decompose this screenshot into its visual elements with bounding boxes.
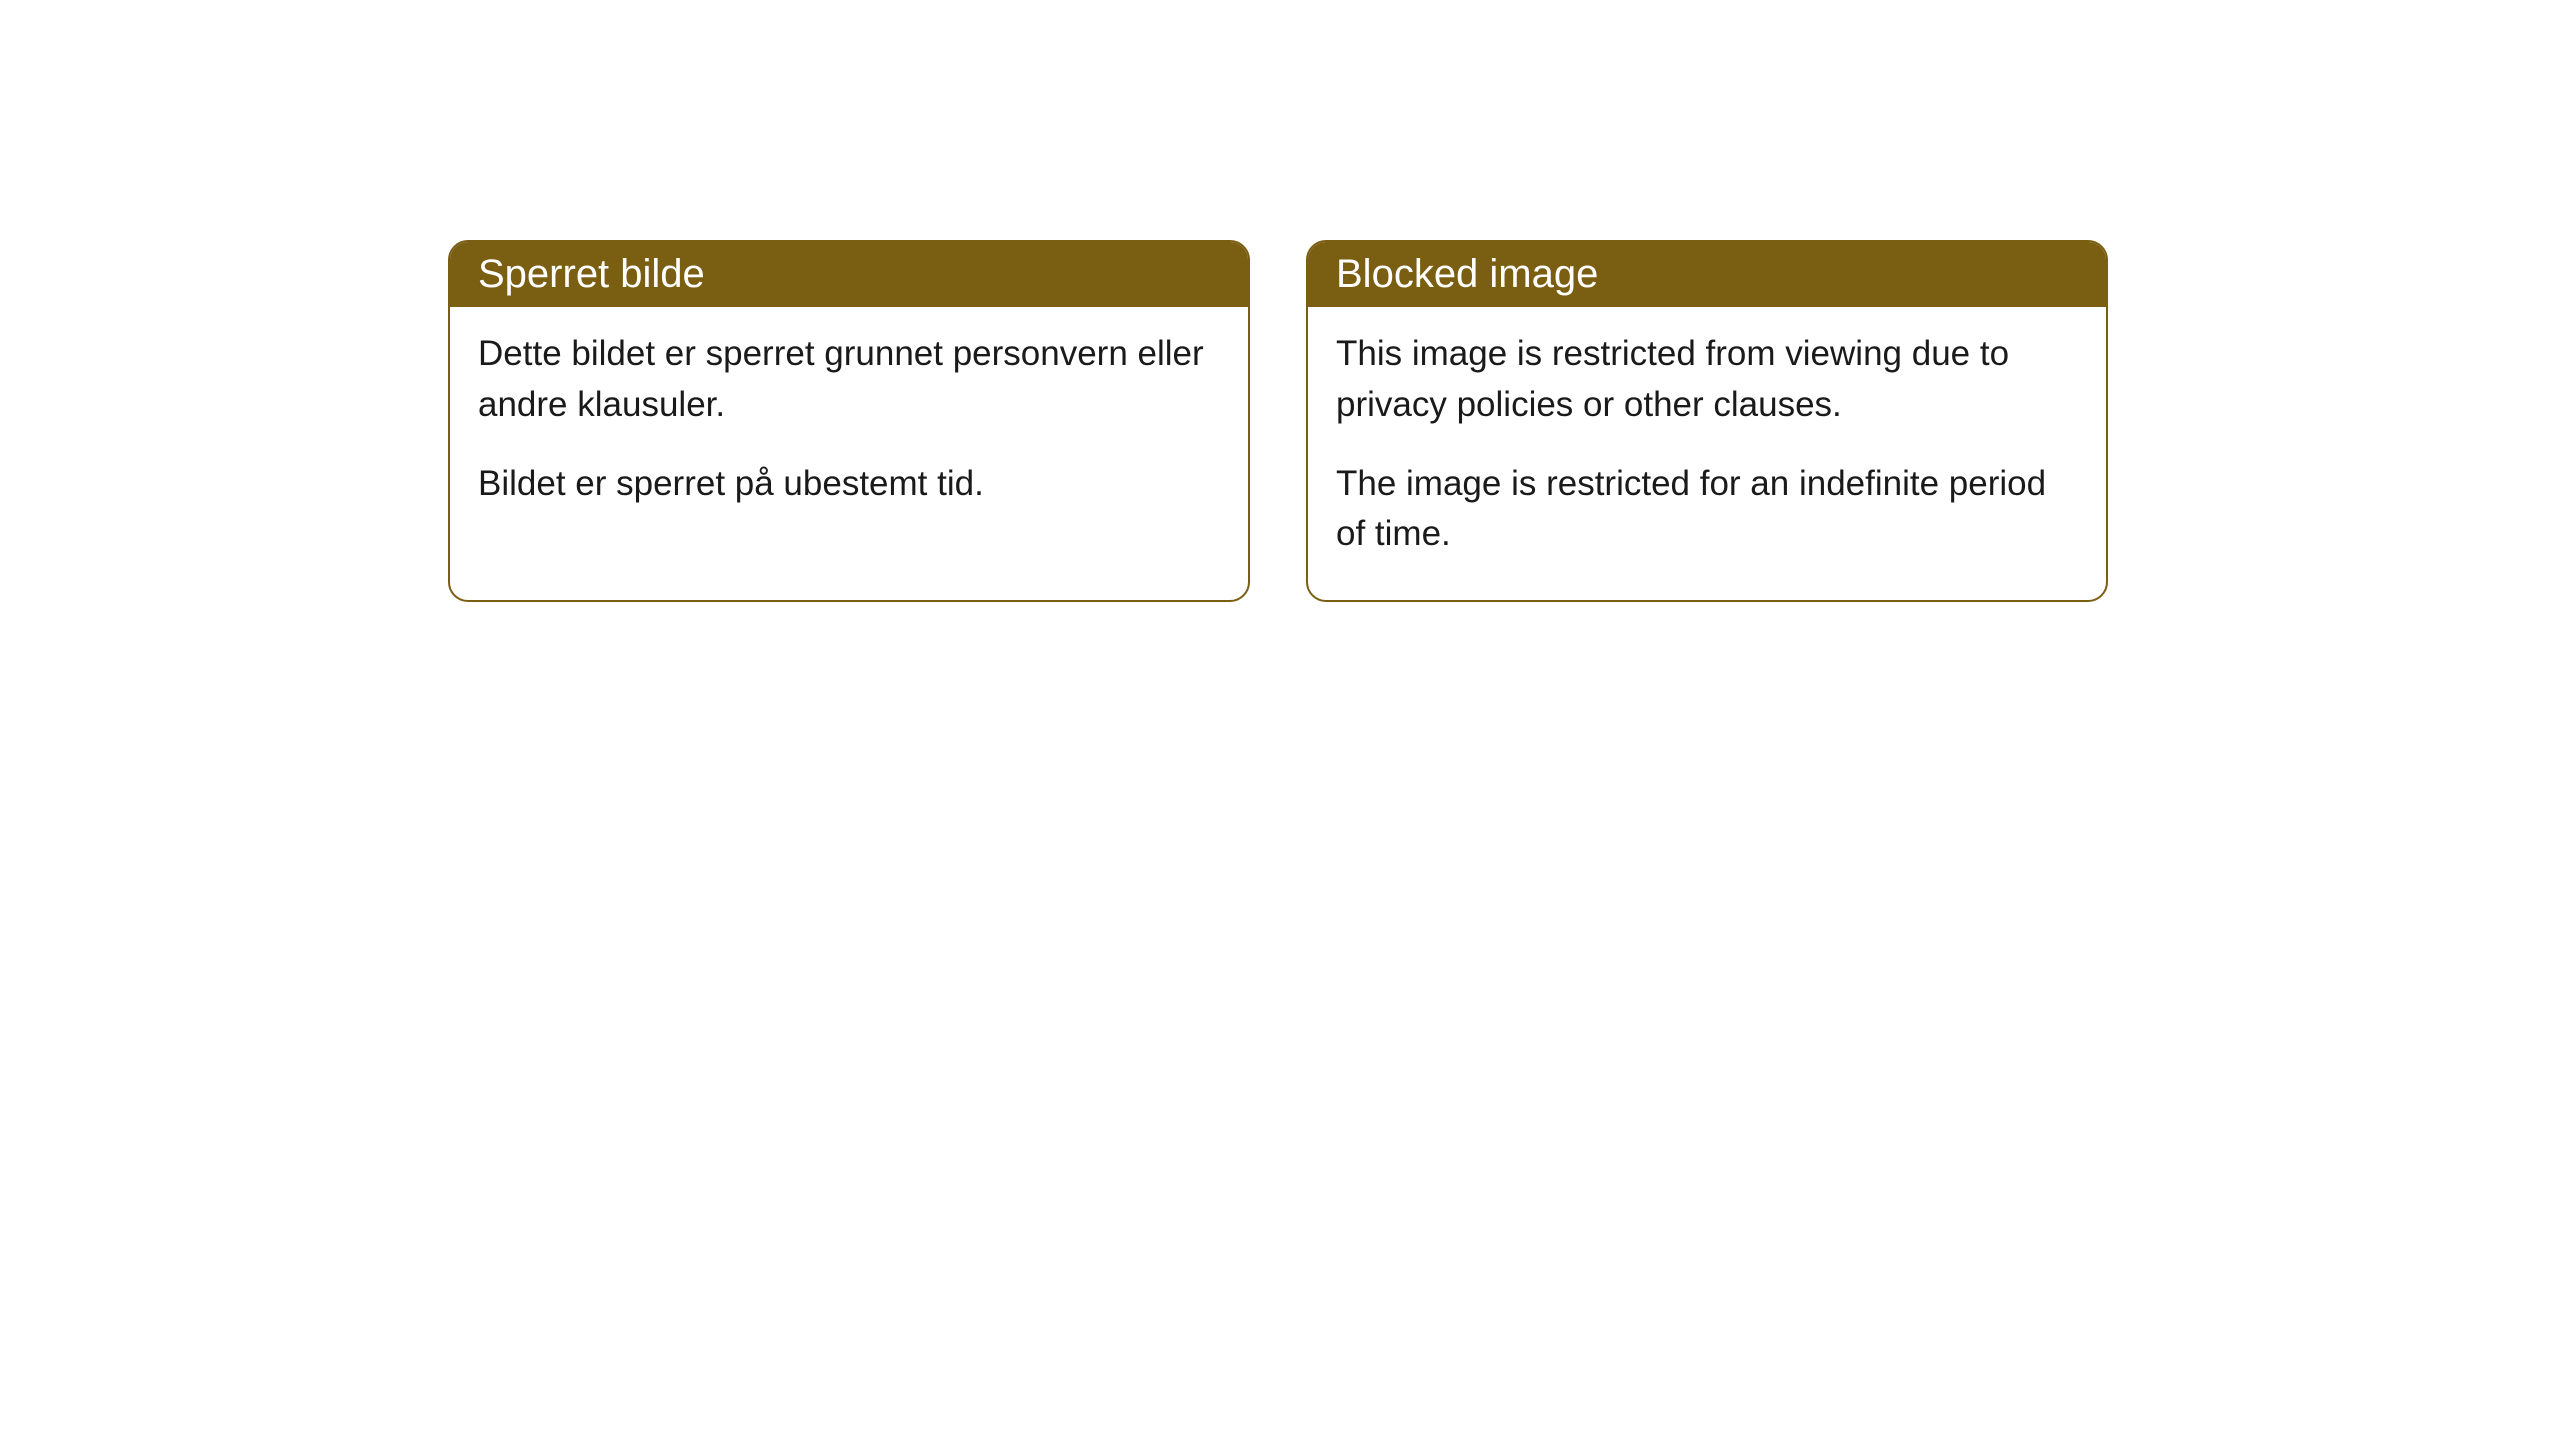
card-text-english-1: This image is restricted from viewing du… bbox=[1336, 329, 2078, 431]
card-text-norwegian-2: Bildet er sperret på ubestemt tid. bbox=[478, 459, 1220, 510]
card-text-english-2: The image is restricted for an indefinit… bbox=[1336, 459, 2078, 561]
card-body-english: This image is restricted from viewing du… bbox=[1308, 307, 2106, 600]
cards-container: Sperret bilde Dette bildet er sperret gr… bbox=[448, 240, 2108, 602]
card-text-norwegian-1: Dette bildet er sperret grunnet personve… bbox=[478, 329, 1220, 431]
card-english: Blocked image This image is restricted f… bbox=[1306, 240, 2108, 602]
card-title-english: Blocked image bbox=[1336, 252, 1598, 296]
card-header-english: Blocked image bbox=[1308, 242, 2106, 307]
card-body-norwegian: Dette bildet er sperret grunnet personve… bbox=[450, 307, 1248, 549]
card-title-norwegian: Sperret bilde bbox=[478, 252, 705, 296]
card-header-norwegian: Sperret bilde bbox=[450, 242, 1248, 307]
card-norwegian: Sperret bilde Dette bildet er sperret gr… bbox=[448, 240, 1250, 602]
